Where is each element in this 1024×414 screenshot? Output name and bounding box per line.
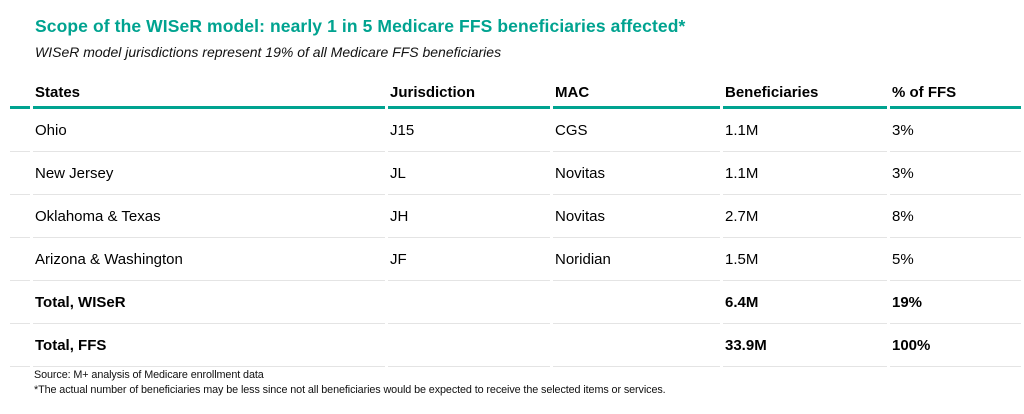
cell-mac: Novitas <box>553 152 720 195</box>
cell-pct-of-ffs: 100% <box>890 324 1021 367</box>
page-subtitle: WISeR model jurisdictions represent 19% … <box>35 44 502 60</box>
column-header-mac: MAC <box>553 79 720 109</box>
cell-states: Oklahoma & Texas <box>33 195 385 238</box>
table-header-row: States Jurisdiction MAC Beneficiaries % … <box>10 79 1021 109</box>
cell-states: Ohio <box>33 109 385 152</box>
cell-beneficiaries: 1.1M <box>723 109 887 152</box>
cell-states: Total, FFS <box>33 324 385 367</box>
table-row: Total, WISeR 6.4M 19% <box>10 281 1021 324</box>
table-row: Total, FFS 33.9M 100% <box>10 324 1021 367</box>
wiser-scope-table: States Jurisdiction MAC Beneficiaries % … <box>7 79 1024 367</box>
cell-beneficiaries: 33.9M <box>723 324 887 367</box>
cell-jurisdiction <box>388 324 550 367</box>
row-spacer <box>10 238 30 281</box>
row-spacer <box>10 281 30 324</box>
header-spacer <box>10 79 30 109</box>
cell-pct-of-ffs: 8% <box>890 195 1021 238</box>
cell-states: New Jersey <box>33 152 385 195</box>
cell-mac: Noridian <box>553 238 720 281</box>
row-spacer <box>10 324 30 367</box>
column-header-jurisdiction: Jurisdiction <box>388 79 550 109</box>
table-row: Oklahoma & Texas JH Novitas 2.7M 8% <box>10 195 1021 238</box>
cell-mac: Novitas <box>553 195 720 238</box>
cell-beneficiaries: 2.7M <box>723 195 887 238</box>
cell-mac: CGS <box>553 109 720 152</box>
cell-states: Arizona & Washington <box>33 238 385 281</box>
source-note: Source: M+ analysis of Medicare enrollme… <box>34 369 264 381</box>
row-spacer <box>10 109 30 152</box>
cell-states: Total, WISeR <box>33 281 385 324</box>
cell-pct-of-ffs: 5% <box>890 238 1021 281</box>
cell-jurisdiction <box>388 281 550 324</box>
row-spacer <box>10 152 30 195</box>
cell-jurisdiction: JH <box>388 195 550 238</box>
column-header-states: States <box>33 79 385 109</box>
cell-jurisdiction: JF <box>388 238 550 281</box>
cell-pct-of-ffs: 19% <box>890 281 1021 324</box>
table-row: New Jersey JL Novitas 1.1M 3% <box>10 152 1021 195</box>
cell-mac <box>553 324 720 367</box>
row-spacer <box>10 195 30 238</box>
cell-jurisdiction: J15 <box>388 109 550 152</box>
page-title: Scope of the WISeR model: nearly 1 in 5 … <box>35 16 686 36</box>
cell-pct-of-ffs: 3% <box>890 152 1021 195</box>
cell-beneficiaries: 1.5M <box>723 238 887 281</box>
cell-jurisdiction: JL <box>388 152 550 195</box>
footer: Source: M+ analysis of Medicare enrollme… <box>34 368 666 398</box>
cell-beneficiaries: 1.1M <box>723 152 887 195</box>
footnote: *The actual number of beneficiaries may … <box>34 384 666 396</box>
column-header-beneficiaries: Beneficiaries <box>723 79 887 109</box>
cell-mac <box>553 281 720 324</box>
cell-pct-of-ffs: 3% <box>890 109 1021 152</box>
cell-beneficiaries: 6.4M <box>723 281 887 324</box>
table-row: Arizona & Washington JF Noridian 1.5M 5% <box>10 238 1021 281</box>
column-header-pct-of-ffs: % of FFS <box>890 79 1021 109</box>
table-row: Ohio J15 CGS 1.1M 3% <box>10 109 1021 152</box>
